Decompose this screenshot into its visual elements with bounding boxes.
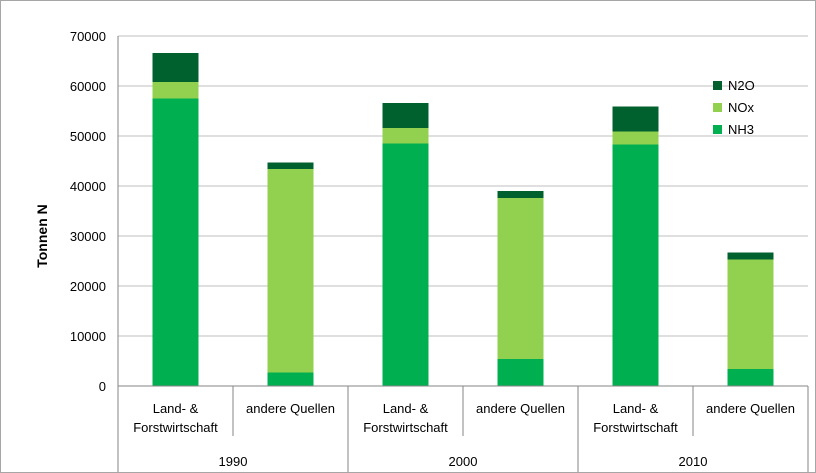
bar-segment-nox bbox=[152, 82, 199, 99]
legend-label-n2o: N2O bbox=[728, 78, 755, 93]
y-axis-title: Tonnen N bbox=[34, 204, 50, 268]
bar-segment-nh3 bbox=[497, 359, 544, 386]
bar-segment-n2o bbox=[727, 252, 774, 260]
x-category-label: andere Quellen bbox=[706, 401, 795, 416]
x-group-label: 2010 bbox=[679, 454, 708, 469]
bar-segment-nh3 bbox=[152, 98, 199, 386]
x-group-label: 1990 bbox=[219, 454, 248, 469]
axis-labels: 0 10000 20000 30000 40000 50000 60000 70000 Land… bbox=[70, 29, 795, 469]
bar-segment-n2o bbox=[497, 191, 544, 198]
legend-swatch-nh3 bbox=[713, 125, 722, 134]
bar-segment-nox bbox=[727, 259, 774, 369]
x-category-label: Forstwirtschaft bbox=[133, 420, 218, 435]
bar-segment-nh3 bbox=[382, 143, 429, 386]
y-tick-label: 0 bbox=[99, 379, 106, 394]
x-category-label: andere Quellen bbox=[246, 401, 335, 416]
x-category-label: Forstwirtschaft bbox=[363, 420, 448, 435]
y-tick-label: 30000 bbox=[70, 229, 106, 244]
legend-swatch-nox bbox=[713, 103, 722, 112]
bar-segment-nh3 bbox=[612, 144, 659, 386]
gridlines bbox=[118, 35, 808, 337]
legend-swatch-n2o bbox=[713, 81, 722, 90]
bar-segment-nh3 bbox=[727, 369, 774, 386]
bar-segment-nh3 bbox=[267, 372, 314, 386]
bar-segment-n2o bbox=[267, 162, 314, 169]
x-category-label: Land- & bbox=[383, 401, 429, 416]
bars bbox=[152, 53, 774, 386]
bar-segment-n2o bbox=[152, 53, 199, 82]
y-tick-label: 50000 bbox=[70, 129, 106, 144]
axes bbox=[117, 36, 809, 472]
bar-segment-n2o bbox=[612, 106, 659, 132]
bar-segment-nox bbox=[267, 169, 314, 373]
x-category-label: andere Quellen bbox=[476, 401, 565, 416]
x-category-label: Land- & bbox=[613, 401, 659, 416]
x-category-label: Land- & bbox=[153, 401, 199, 416]
bar-segment-nox bbox=[382, 128, 429, 144]
y-tick-label: 70000 bbox=[70, 29, 106, 44]
legend-label-nh3: NH3 bbox=[728, 122, 754, 137]
y-tick-label: 40000 bbox=[70, 179, 106, 194]
x-group-label: 2000 bbox=[449, 454, 478, 469]
bar-segment-nox bbox=[612, 131, 659, 145]
legend-label-nox: NOx bbox=[728, 100, 755, 115]
y-tick-label: 10000 bbox=[70, 329, 106, 344]
y-tick-label: 20000 bbox=[70, 279, 106, 294]
bar-segment-n2o bbox=[382, 103, 429, 128]
bar-segment-nox bbox=[497, 198, 544, 359]
x-category-label: Forstwirtschaft bbox=[593, 420, 678, 435]
y-tick-label: 60000 bbox=[70, 79, 106, 94]
legend: N2O NOx NH3 bbox=[713, 78, 755, 137]
